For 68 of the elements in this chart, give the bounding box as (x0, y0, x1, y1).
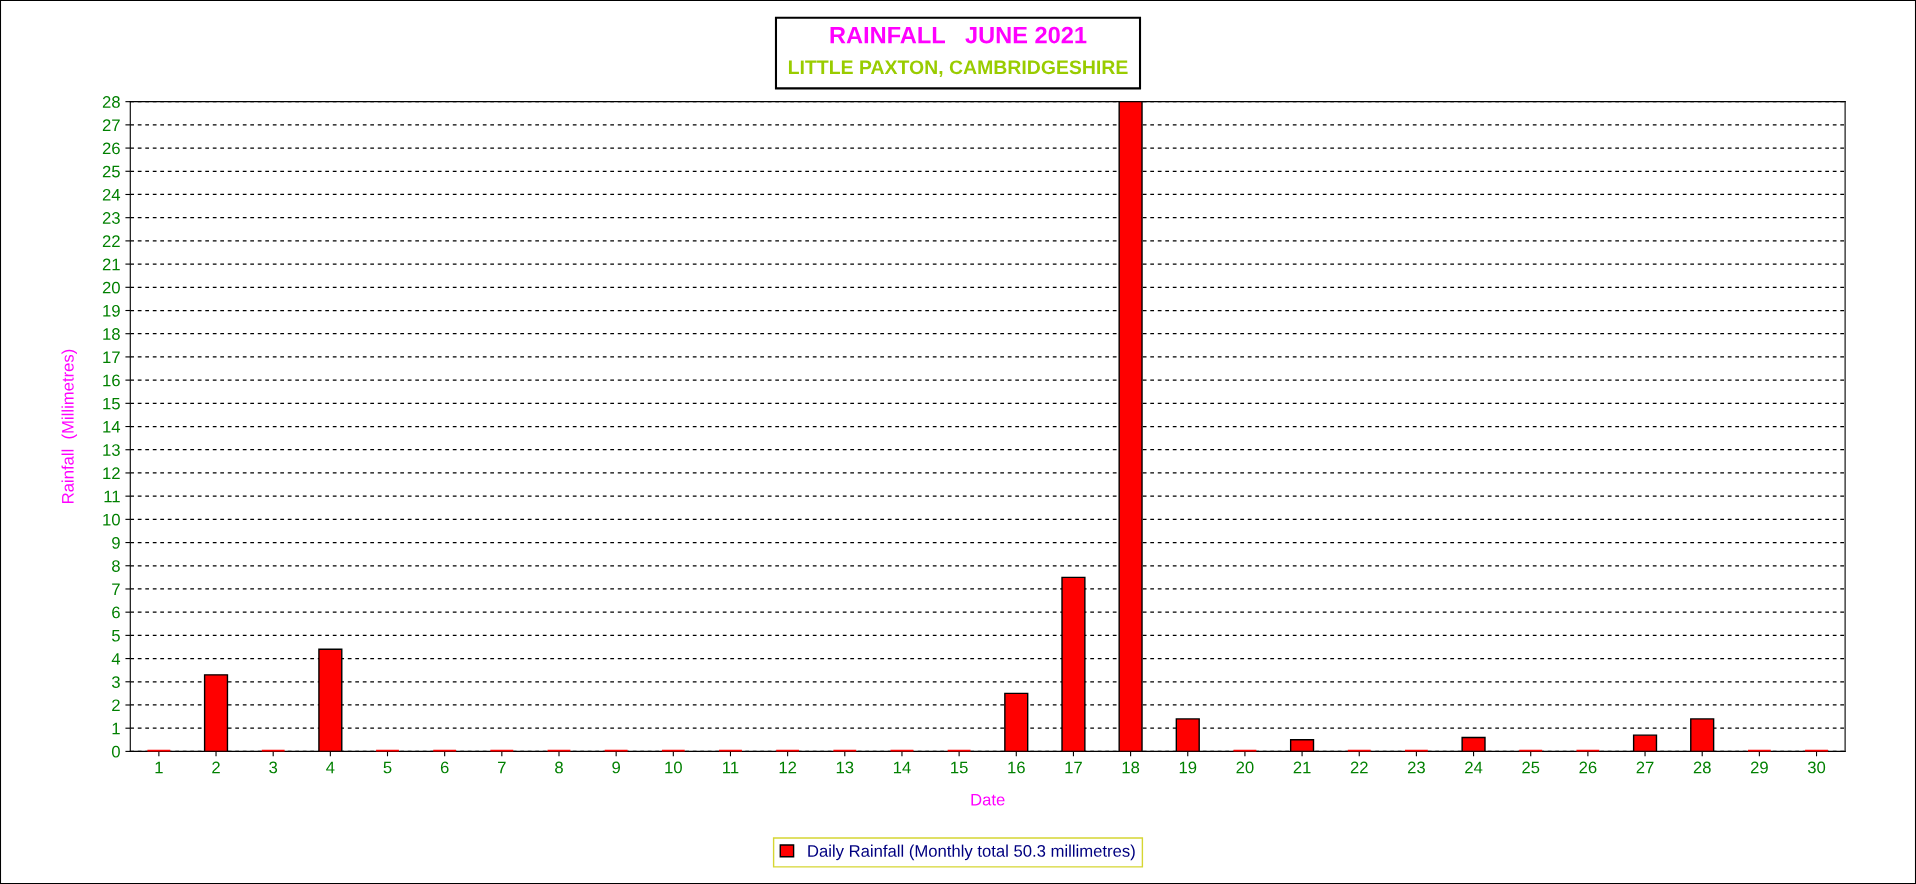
x-tick-label: 1 (155, 761, 163, 774)
x-axis-title: Date (971, 793, 1005, 806)
x-tick-label: 23 (1407, 761, 1425, 774)
x-tick-label: 2 (212, 761, 220, 774)
x-tick-label: 3 (269, 761, 278, 774)
y-tick-label: 6 (112, 606, 120, 619)
y-tick-label: 11 (104, 490, 120, 503)
y-tick-label: 12 (103, 467, 120, 479)
y-tick-label: 25 (102, 165, 120, 178)
y-tick-label: 23 (102, 212, 120, 224)
y-tick-label: 0 (111, 745, 120, 758)
y-tick-label: 3 (111, 676, 120, 688)
x-tick-label: 28 (1693, 761, 1711, 774)
y-tick-label: 9 (112, 536, 120, 549)
y-tick-label: 18 (103, 328, 120, 340)
x-tick-label: 18 (1122, 761, 1140, 774)
y-tick-label: 2 (112, 699, 120, 712)
x-tick-label: 21 (1293, 761, 1311, 774)
x-tick-label: 7 (498, 761, 506, 774)
x-tick-label: 9 (612, 761, 620, 774)
x-tick-label: 6 (440, 761, 449, 774)
y-tick-label: 8 (112, 560, 120, 572)
x-tick-label: 20 (1236, 761, 1254, 774)
x-tick-label: 17 (1065, 761, 1082, 774)
y-tick-label: 1 (112, 722, 120, 735)
y-tick-label: 7 (112, 583, 120, 595)
y-tick-label: 20 (102, 281, 120, 294)
x-tick-label: 15 (951, 761, 968, 774)
y-tick-label: 5 (111, 629, 120, 642)
y-tick-label: 26 (102, 142, 120, 155)
y-tick-label: 22 (102, 235, 120, 247)
y-tick-label: 13 (103, 444, 120, 456)
y-tick-label: 24 (102, 188, 121, 201)
bar (1632, 734, 1658, 752)
y-tick-label: 4 (111, 653, 121, 665)
y-tick-label: 16 (103, 374, 120, 387)
x-tick-label: 10 (665, 761, 682, 774)
x-tick-label: 22 (1350, 761, 1368, 774)
y-tick-label: 17 (103, 351, 120, 363)
x-tick-label: 25 (1522, 761, 1540, 774)
chart-subtitle: LITTLE PAXTON, CAMBRIDGESHIRE (788, 60, 1128, 77)
bar (1289, 739, 1315, 752)
legend-label: Daily Rainfall (Monthly total 50.3 millimetres) (808, 844, 1135, 861)
y-tick-label: 19 (103, 304, 120, 317)
y-tick-label: 28 (102, 96, 120, 108)
x-tick-label: 26 (1579, 761, 1597, 774)
x-tick-label: 24 (1465, 761, 1483, 774)
x-tick-label: 14 (893, 761, 911, 774)
y-tick-label: 10 (103, 513, 120, 526)
x-tick-label: 30 (1807, 761, 1826, 774)
chart-title: RAINFALL JUNE 2021 (830, 26, 1087, 44)
x-tick-label: 4 (326, 761, 335, 774)
x-tick-label: 29 (1750, 761, 1768, 774)
x-tick-label: 11 (723, 761, 739, 774)
x-tick-label: 13 (836, 761, 854, 774)
y-tick-label: 14 (103, 421, 121, 433)
bar (1461, 736, 1486, 752)
x-tick-label: 16 (1008, 761, 1025, 774)
x-tick-label: 12 (779, 761, 797, 774)
y-tick-label: 21 (102, 258, 120, 271)
y-tick-label: 15 (103, 397, 120, 410)
x-tick-label: 27 (1636, 761, 1654, 774)
x-tick-label: 19 (1179, 761, 1197, 774)
x-tick-label: 8 (555, 761, 563, 774)
bar (1118, 101, 1143, 752)
y-axis-title: Rainfall (Millimetres) (61, 349, 78, 503)
x-tick-label: 5 (383, 761, 392, 774)
y-tick-label: 27 (102, 119, 120, 131)
